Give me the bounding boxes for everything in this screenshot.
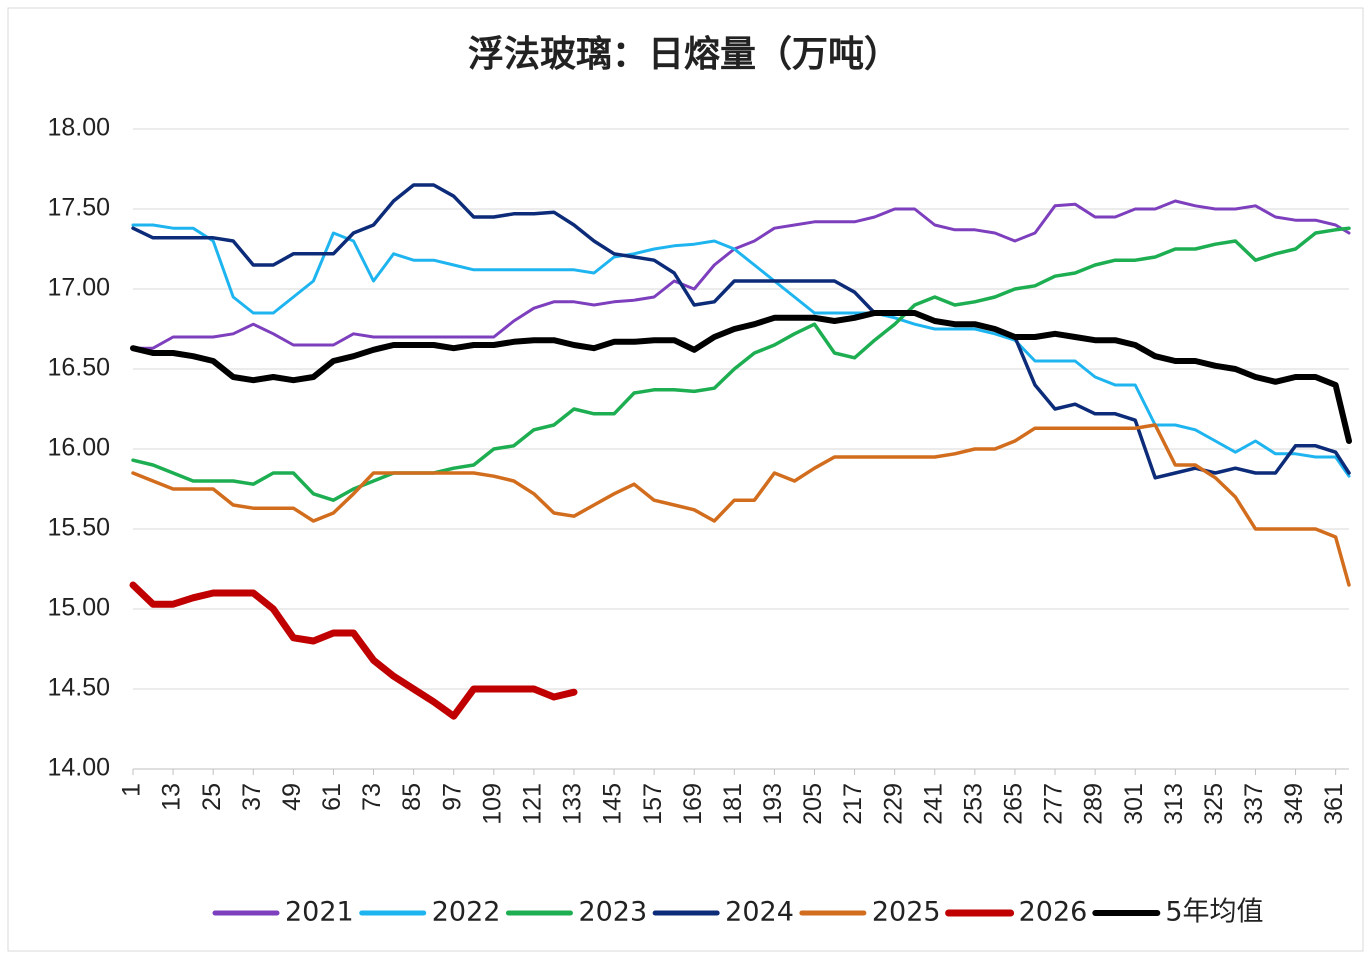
x-tick-label: 325 bbox=[1200, 783, 1228, 825]
series-line bbox=[131, 423, 1351, 587]
y-tick-label: 17.00 bbox=[47, 274, 110, 302]
y-tick-label: 15.00 bbox=[47, 594, 110, 622]
x-tick-label: 289 bbox=[1080, 783, 1108, 825]
y-tick-label: 16.00 bbox=[47, 434, 110, 462]
x-tick-label: 1 bbox=[118, 783, 146, 797]
y-tick-label: 16.50 bbox=[47, 354, 110, 382]
x-tick-label: 253 bbox=[959, 783, 987, 825]
y-tick-label: 14.50 bbox=[47, 674, 110, 702]
y-tick-label: 17.50 bbox=[47, 194, 110, 222]
x-tick-label: 229 bbox=[879, 783, 907, 825]
y-tick-label: 18.00 bbox=[47, 114, 110, 142]
x-tick-label: 169 bbox=[679, 783, 707, 825]
legend-label: 2025 bbox=[872, 897, 941, 928]
legend-label: 2024 bbox=[725, 897, 794, 928]
x-tick-label: 97 bbox=[438, 783, 466, 811]
series-line bbox=[129, 581, 578, 720]
legend-label: 2022 bbox=[432, 897, 501, 928]
x-tick-label: 13 bbox=[158, 783, 186, 811]
x-tick-label: 73 bbox=[358, 783, 386, 811]
x-tick-label: 37 bbox=[238, 783, 266, 811]
x-tick-label: 349 bbox=[1280, 783, 1308, 825]
chart-title: 浮法玻璃：日熔量（万吨） bbox=[468, 34, 900, 75]
x-tick-label: 241 bbox=[919, 783, 947, 825]
y-tick-label: 14.00 bbox=[47, 754, 110, 782]
x-tick-label: 265 bbox=[1000, 783, 1028, 825]
legend-label: 2023 bbox=[578, 897, 647, 928]
series-line bbox=[131, 223, 1351, 478]
x-tick-label: 49 bbox=[278, 783, 306, 811]
x-tick-label: 25 bbox=[198, 783, 226, 811]
x-tick-label: 337 bbox=[1240, 783, 1268, 825]
x-tick-label: 193 bbox=[759, 783, 787, 825]
x-tick-label: 277 bbox=[1040, 783, 1068, 825]
series-line bbox=[131, 226, 1351, 502]
legend-label: 2021 bbox=[285, 897, 354, 928]
series-line bbox=[131, 183, 1351, 480]
x-tick-label: 61 bbox=[318, 783, 346, 811]
legend-label: 2026 bbox=[1019, 897, 1088, 928]
x-tick-label: 109 bbox=[478, 783, 506, 825]
x-tick-label: 181 bbox=[719, 783, 747, 825]
y-tick-label: 15.50 bbox=[47, 514, 110, 542]
x-tick-label: 133 bbox=[559, 783, 587, 825]
x-tick-label: 313 bbox=[1160, 783, 1188, 825]
x-tick-label: 121 bbox=[518, 783, 546, 825]
x-tick-label: 157 bbox=[639, 783, 667, 825]
legend-label: 5年均值 bbox=[1165, 897, 1263, 928]
x-tick-label: 301 bbox=[1120, 783, 1148, 825]
x-tick-label: 205 bbox=[799, 783, 827, 825]
series-line bbox=[131, 199, 1351, 350]
x-tick-label: 85 bbox=[398, 783, 426, 811]
x-tick-label: 145 bbox=[599, 783, 627, 825]
x-tick-label: 217 bbox=[839, 783, 867, 825]
series-line bbox=[130, 310, 1352, 444]
x-tick-label: 361 bbox=[1320, 783, 1348, 825]
